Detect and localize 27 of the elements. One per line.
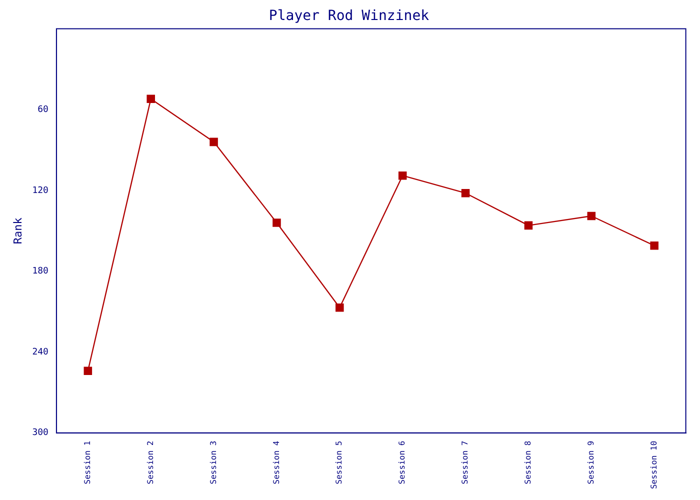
point [336,303,344,312]
y-tick-label: 120 [32,186,48,196]
point [272,218,281,227]
x-tick-label: Session 4 [272,440,281,484]
chart-title: Player Rod Winzinek [268,8,430,24]
y-tick-label: 180 [32,266,48,277]
point [587,212,596,220]
x-tick-label: Session 1 [83,440,92,484]
point [461,188,470,198]
y-tick-label: 300 [32,428,48,438]
x-tick-label: Session 9 [586,440,596,484]
point [524,221,533,230]
y-tick-label: 240 [32,347,48,358]
point [84,366,92,376]
x-tick-label: Session 2 [146,440,155,484]
point [398,171,407,180]
x-tick-label: Session 6 [398,440,407,484]
x-tick-label: Session 3 [208,440,218,484]
x-tick-label: Session 10 [649,440,658,490]
y-axis-title: Rank [11,217,24,244]
point [650,241,658,250]
y-tick-label: 60 [38,104,48,115]
x-tick-label: Session 5 [334,440,344,484]
x-tick-label: Session 7 [460,440,470,484]
x-tick-label: Session 8 [524,440,533,484]
point [146,94,155,103]
point [210,138,218,146]
